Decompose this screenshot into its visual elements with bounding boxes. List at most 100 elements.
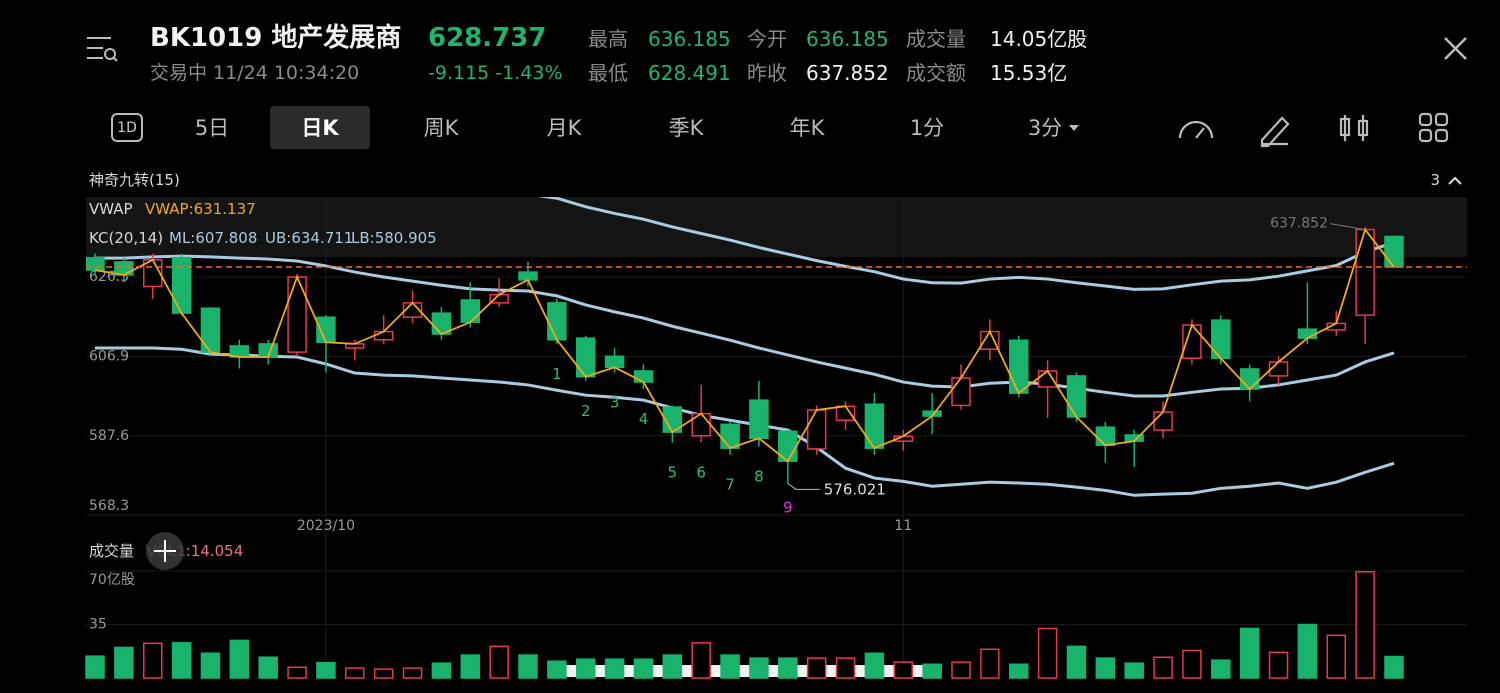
volume-bar <box>316 661 336 679</box>
stat-label: 成交额 <box>906 61 966 85</box>
volume-bar <box>547 660 567 679</box>
candle-body <box>1384 235 1404 268</box>
volume-bar <box>633 658 654 679</box>
stat-value: 14.05亿股 <box>990 27 1087 51</box>
vwap-name: VWAP <box>89 200 133 218</box>
td-indicator: 神奇九转(15) <box>89 171 180 189</box>
tab-icon-box <box>111 113 143 142</box>
volume-bar <box>460 654 481 679</box>
volume-bar <box>1211 659 1231 679</box>
prev-close-label: 637.852 <box>1270 216 1328 232</box>
trade-status: 交易中 11/24 10:34:20 <box>150 62 359 84</box>
volume-tick-label: 35 <box>89 617 107 633</box>
volume-bar <box>114 646 134 679</box>
candle-body <box>200 307 221 353</box>
menu-icon[interactable] <box>87 37 118 62</box>
candle-body <box>1239 368 1260 390</box>
candle-body <box>287 276 307 353</box>
volume-bar <box>864 652 885 679</box>
td-count: 7 <box>725 476 735 494</box>
volume-bar <box>85 655 105 679</box>
candle-body <box>171 256 192 314</box>
indicator-count[interactable]: 3 <box>1430 171 1440 189</box>
volume-bar <box>1008 663 1029 679</box>
candle-body <box>835 405 856 421</box>
volume-bar <box>1355 571 1375 679</box>
candle-body <box>1153 411 1173 431</box>
volume-bar <box>1066 645 1087 679</box>
candle-body <box>806 409 827 450</box>
collapse-caret[interactable] <box>1448 176 1462 185</box>
tab[interactable]: 月K <box>547 116 583 140</box>
stat-value: 636.185 <box>648 27 731 51</box>
volume-bar <box>1239 627 1260 679</box>
volume-bar <box>1268 651 1289 679</box>
candle-body <box>547 302 567 341</box>
volume-bar <box>662 654 683 679</box>
volume-tick-label: 70亿股 <box>89 572 135 588</box>
tab[interactable]: 5日 <box>195 116 229 140</box>
tab[interactable]: 年K <box>790 116 826 140</box>
candle-body <box>1008 339 1029 394</box>
volume-bar <box>171 642 192 679</box>
stat-value: 636.185 <box>806 27 889 51</box>
volume-bar <box>575 658 596 679</box>
stat-label: 昨收 <box>747 61 787 85</box>
candle-body <box>720 423 740 449</box>
candle-body <box>1211 319 1231 360</box>
kc-name: KC(20,14) <box>89 229 163 247</box>
volume-bar <box>778 657 798 679</box>
tab-selected-bg <box>270 106 370 149</box>
td-count: 6 <box>696 463 706 481</box>
volume-bar <box>749 657 769 679</box>
volume-bar <box>1037 627 1058 679</box>
volume-bar <box>1153 656 1173 679</box>
tab[interactable]: 1分 <box>910 116 944 140</box>
candle-body <box>1355 228 1375 316</box>
candle-body <box>373 330 394 341</box>
volume-bar <box>980 648 1000 679</box>
vwap-line <box>94 227 1395 463</box>
candle-body <box>951 377 971 407</box>
low-label: 576.021 <box>824 480 886 498</box>
candle-body <box>1297 328 1318 339</box>
volume-bar <box>1326 634 1347 679</box>
x-tick-label: 11 <box>894 518 912 534</box>
stock-price: 628.737 <box>428 23 546 53</box>
tab[interactable]: 季K <box>669 116 705 140</box>
volume-bar <box>402 667 423 679</box>
stat-label: 最低 <box>588 61 628 85</box>
stock-title: BK1019 地产发展商 <box>150 22 401 53</box>
kc-lower <box>95 346 1395 497</box>
indicator-band <box>86 197 1467 257</box>
tab[interactable]: 日K <box>301 116 339 140</box>
volume-bar <box>691 642 711 679</box>
kc-lb: LB:580.905 <box>351 229 437 247</box>
volume-bar <box>720 654 740 679</box>
candle-body <box>1066 375 1087 418</box>
dropdown-caret[interactable] <box>1069 125 1079 131</box>
stat-value: 628.491 <box>648 61 731 85</box>
volume-bar <box>1297 623 1318 679</box>
x-tick-label: 2023/10 <box>297 518 355 534</box>
volume-bar <box>1124 662 1144 679</box>
kc-ub: UB:634.711 <box>265 229 353 247</box>
candle-body <box>86 256 105 271</box>
close-button[interactable] <box>1444 37 1467 60</box>
tab[interactable]: 周K <box>424 116 460 140</box>
crosshair-button[interactable] <box>146 532 184 570</box>
y-tick-label: 606.9 <box>89 349 129 365</box>
volume-bar <box>835 657 856 679</box>
volume-bar <box>1182 649 1202 679</box>
tab[interactable]: 3分 <box>1028 116 1062 140</box>
low-pointer <box>787 482 820 490</box>
kc-ml: ML:607.808 <box>169 229 257 247</box>
volume-bar <box>287 666 307 679</box>
volume-bar <box>1384 655 1404 679</box>
tab[interactable]: 1D <box>117 120 137 136</box>
volume-bar <box>142 642 163 679</box>
candle-body <box>604 355 625 369</box>
toolbar-icons[interactable] <box>1178 112 1449 148</box>
price-change: -9.115 -1.43% <box>428 62 563 84</box>
